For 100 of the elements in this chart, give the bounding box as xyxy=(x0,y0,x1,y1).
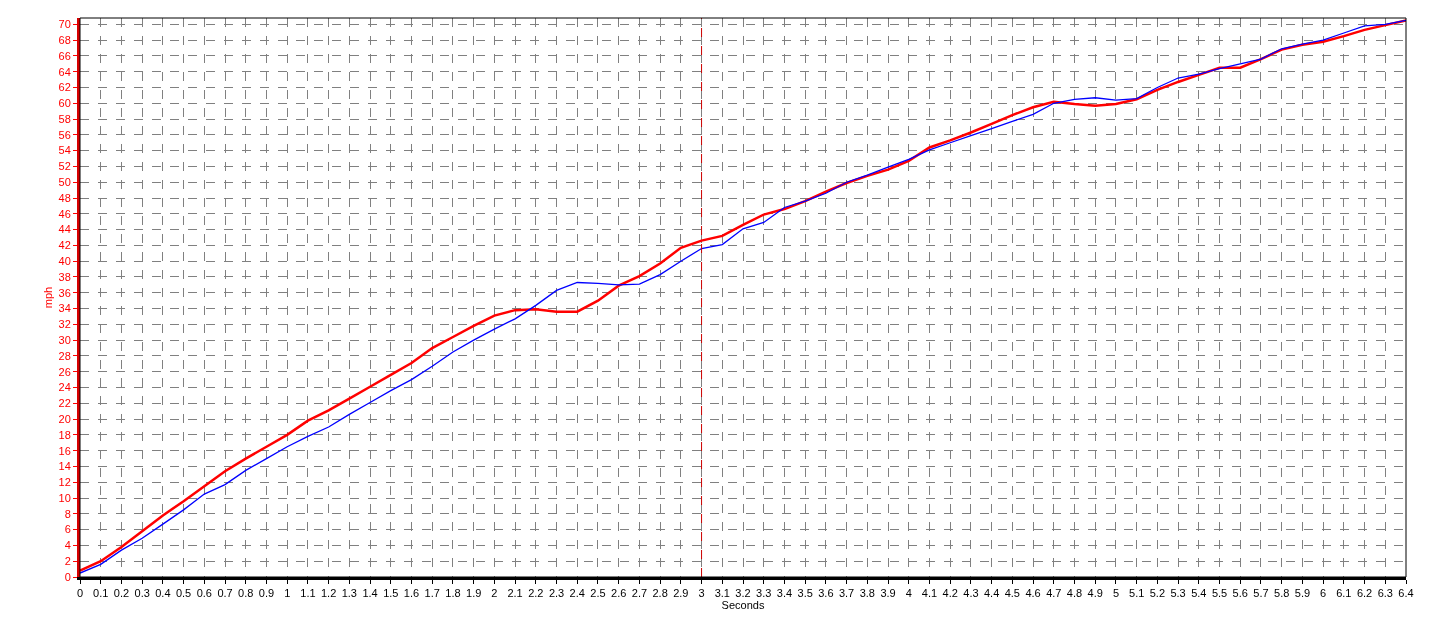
x-tick-label: 2.1 xyxy=(507,587,523,600)
x-tick-label: 0.4 xyxy=(155,587,171,600)
x-tick-label: 3.4 xyxy=(776,587,793,600)
x-tick-label: 5.6 xyxy=(1232,587,1248,600)
x-tick-label: 2.4 xyxy=(569,587,585,600)
x-tick-label: 0.7 xyxy=(217,587,233,600)
x-axis-title: Seconds xyxy=(721,599,765,612)
x-tick-label: 6 xyxy=(1320,587,1327,600)
y-tick-label: 48 xyxy=(58,191,71,204)
y-tick-label: 42 xyxy=(58,239,71,252)
x-tick-label: 2.6 xyxy=(611,587,627,600)
y-tick-label: 44 xyxy=(58,223,71,236)
y-tick-label: 18 xyxy=(58,428,71,441)
y-tick-label: 36 xyxy=(58,286,71,299)
y-tick-label: 12 xyxy=(58,476,71,489)
x-tick-label: 1.8 xyxy=(445,587,461,600)
x-tick-label: 4.9 xyxy=(1087,587,1103,600)
y-tick-label: 64 xyxy=(58,65,71,78)
x-tick-label: 3.5 xyxy=(797,587,813,600)
x-tick-label: 0.6 xyxy=(196,587,212,600)
x-tick-label: 5.2 xyxy=(1149,587,1166,600)
x-tick-label: 0.9 xyxy=(258,587,275,600)
x-tick-label: 5.9 xyxy=(1294,587,1311,600)
y-tick-label: 14 xyxy=(58,460,71,473)
x-tick-label: 1.7 xyxy=(424,587,440,600)
x-tick-label: 6.3 xyxy=(1377,587,1393,600)
y-tick-label: 40 xyxy=(58,255,71,268)
x-tick-label: 1.3 xyxy=(341,587,357,600)
y-tick-label: 22 xyxy=(58,397,71,410)
y-tick-label: 10 xyxy=(58,491,71,504)
x-tick-label: 4.8 xyxy=(1066,587,1083,600)
x-tick-label: 5.5 xyxy=(1211,587,1228,600)
x-tick-label: 6.4 xyxy=(1398,587,1414,600)
x-tick-label: 3.3 xyxy=(756,587,772,600)
y-tick-label: 8 xyxy=(64,507,71,520)
x-tick-label: 0 xyxy=(76,587,84,600)
x-tick-label: 0.5 xyxy=(175,587,192,600)
y-tick-label: 16 xyxy=(58,444,71,457)
y-tick-label: 32 xyxy=(58,318,71,331)
x-tick-label: 4.5 xyxy=(1004,587,1020,600)
y-tick-label: 66 xyxy=(58,49,71,62)
y-tick-label: 6 xyxy=(64,523,71,536)
x-tick-label: 4.6 xyxy=(1025,587,1041,600)
x-tick-label: 3.7 xyxy=(838,587,855,600)
x-tick-label: 0.2 xyxy=(113,587,130,600)
x-tick-label: 5.8 xyxy=(1274,587,1290,600)
x-tick-label: 2.8 xyxy=(652,587,668,600)
y-tick-label: 4 xyxy=(64,539,71,552)
y-tick-label: 56 xyxy=(58,128,71,141)
y-tick-label: 28 xyxy=(58,349,71,362)
x-tick-label: 2.2 xyxy=(528,587,544,600)
x-tick-label: 2.5 xyxy=(590,587,606,600)
x-tick-label: 0.3 xyxy=(134,587,150,600)
y-tick-label: 70 xyxy=(58,18,71,31)
x-tick-label: 0.8 xyxy=(238,587,254,600)
x-tick-label: 0.1 xyxy=(93,587,109,600)
x-tick-label: 5.1 xyxy=(1129,587,1145,600)
x-tick-label: 6.1 xyxy=(1336,587,1352,600)
y-tick-label: 0 xyxy=(64,570,71,583)
x-tick-label: 5 xyxy=(1112,587,1119,600)
y-tick-label: 26 xyxy=(58,365,71,378)
y-axis-title: mph xyxy=(42,286,55,309)
x-tick-label: 5.3 xyxy=(1170,587,1186,600)
x-tick-label: 1.1 xyxy=(300,587,316,600)
x-tick-label: 4.1 xyxy=(921,587,938,600)
x-tick-label: 5.4 xyxy=(1191,587,1207,600)
y-tick-label: 24 xyxy=(58,381,71,394)
x-tick-label: 1.6 xyxy=(403,587,420,600)
x-tick-label: 4 xyxy=(905,587,912,600)
x-tick-label: 3.2 xyxy=(735,587,751,600)
x-tick-label: 3.6 xyxy=(818,587,834,600)
y-tick-label: 38 xyxy=(58,270,71,283)
y-tick-label: 2 xyxy=(64,555,71,568)
x-tick-label: 4.3 xyxy=(963,587,979,600)
x-tick-label: 1.5 xyxy=(383,587,399,600)
y-tick-label: 58 xyxy=(58,112,71,125)
x-tick-label: 3.1 xyxy=(714,587,730,600)
x-tick-label: 6.2 xyxy=(1356,587,1373,600)
y-tick-label: 20 xyxy=(58,412,71,425)
x-tick-label: 1 xyxy=(284,587,291,600)
x-tick-label: 4.4 xyxy=(983,587,1000,600)
y-tick-label: 34 xyxy=(58,302,71,315)
y-tick-label: 68 xyxy=(58,33,71,46)
x-tick-label: 3.9 xyxy=(880,587,896,600)
y-tick-label: 52 xyxy=(58,160,71,173)
y-tick-label: 62 xyxy=(58,81,71,94)
y-tick-label: 30 xyxy=(58,333,71,346)
x-tick-label: 1.4 xyxy=(362,587,378,600)
y-tick-label: 50 xyxy=(58,176,71,189)
x-tick-label: 1.9 xyxy=(466,587,482,600)
x-tick-label: 5.7 xyxy=(1253,587,1269,600)
x-tick-label: 1.2 xyxy=(320,587,337,600)
x-tick-label: 3.8 xyxy=(859,587,875,600)
x-tick-label: 2.9 xyxy=(673,587,689,600)
x-tick-label: 4.7 xyxy=(1046,587,1062,600)
x-tick-label: 2.7 xyxy=(631,587,648,600)
x-tick-label: 3 xyxy=(698,587,705,600)
y-tick-label: 60 xyxy=(58,97,71,110)
x-tick-label: 2 xyxy=(491,587,498,600)
y-tick-label: 46 xyxy=(58,207,71,220)
